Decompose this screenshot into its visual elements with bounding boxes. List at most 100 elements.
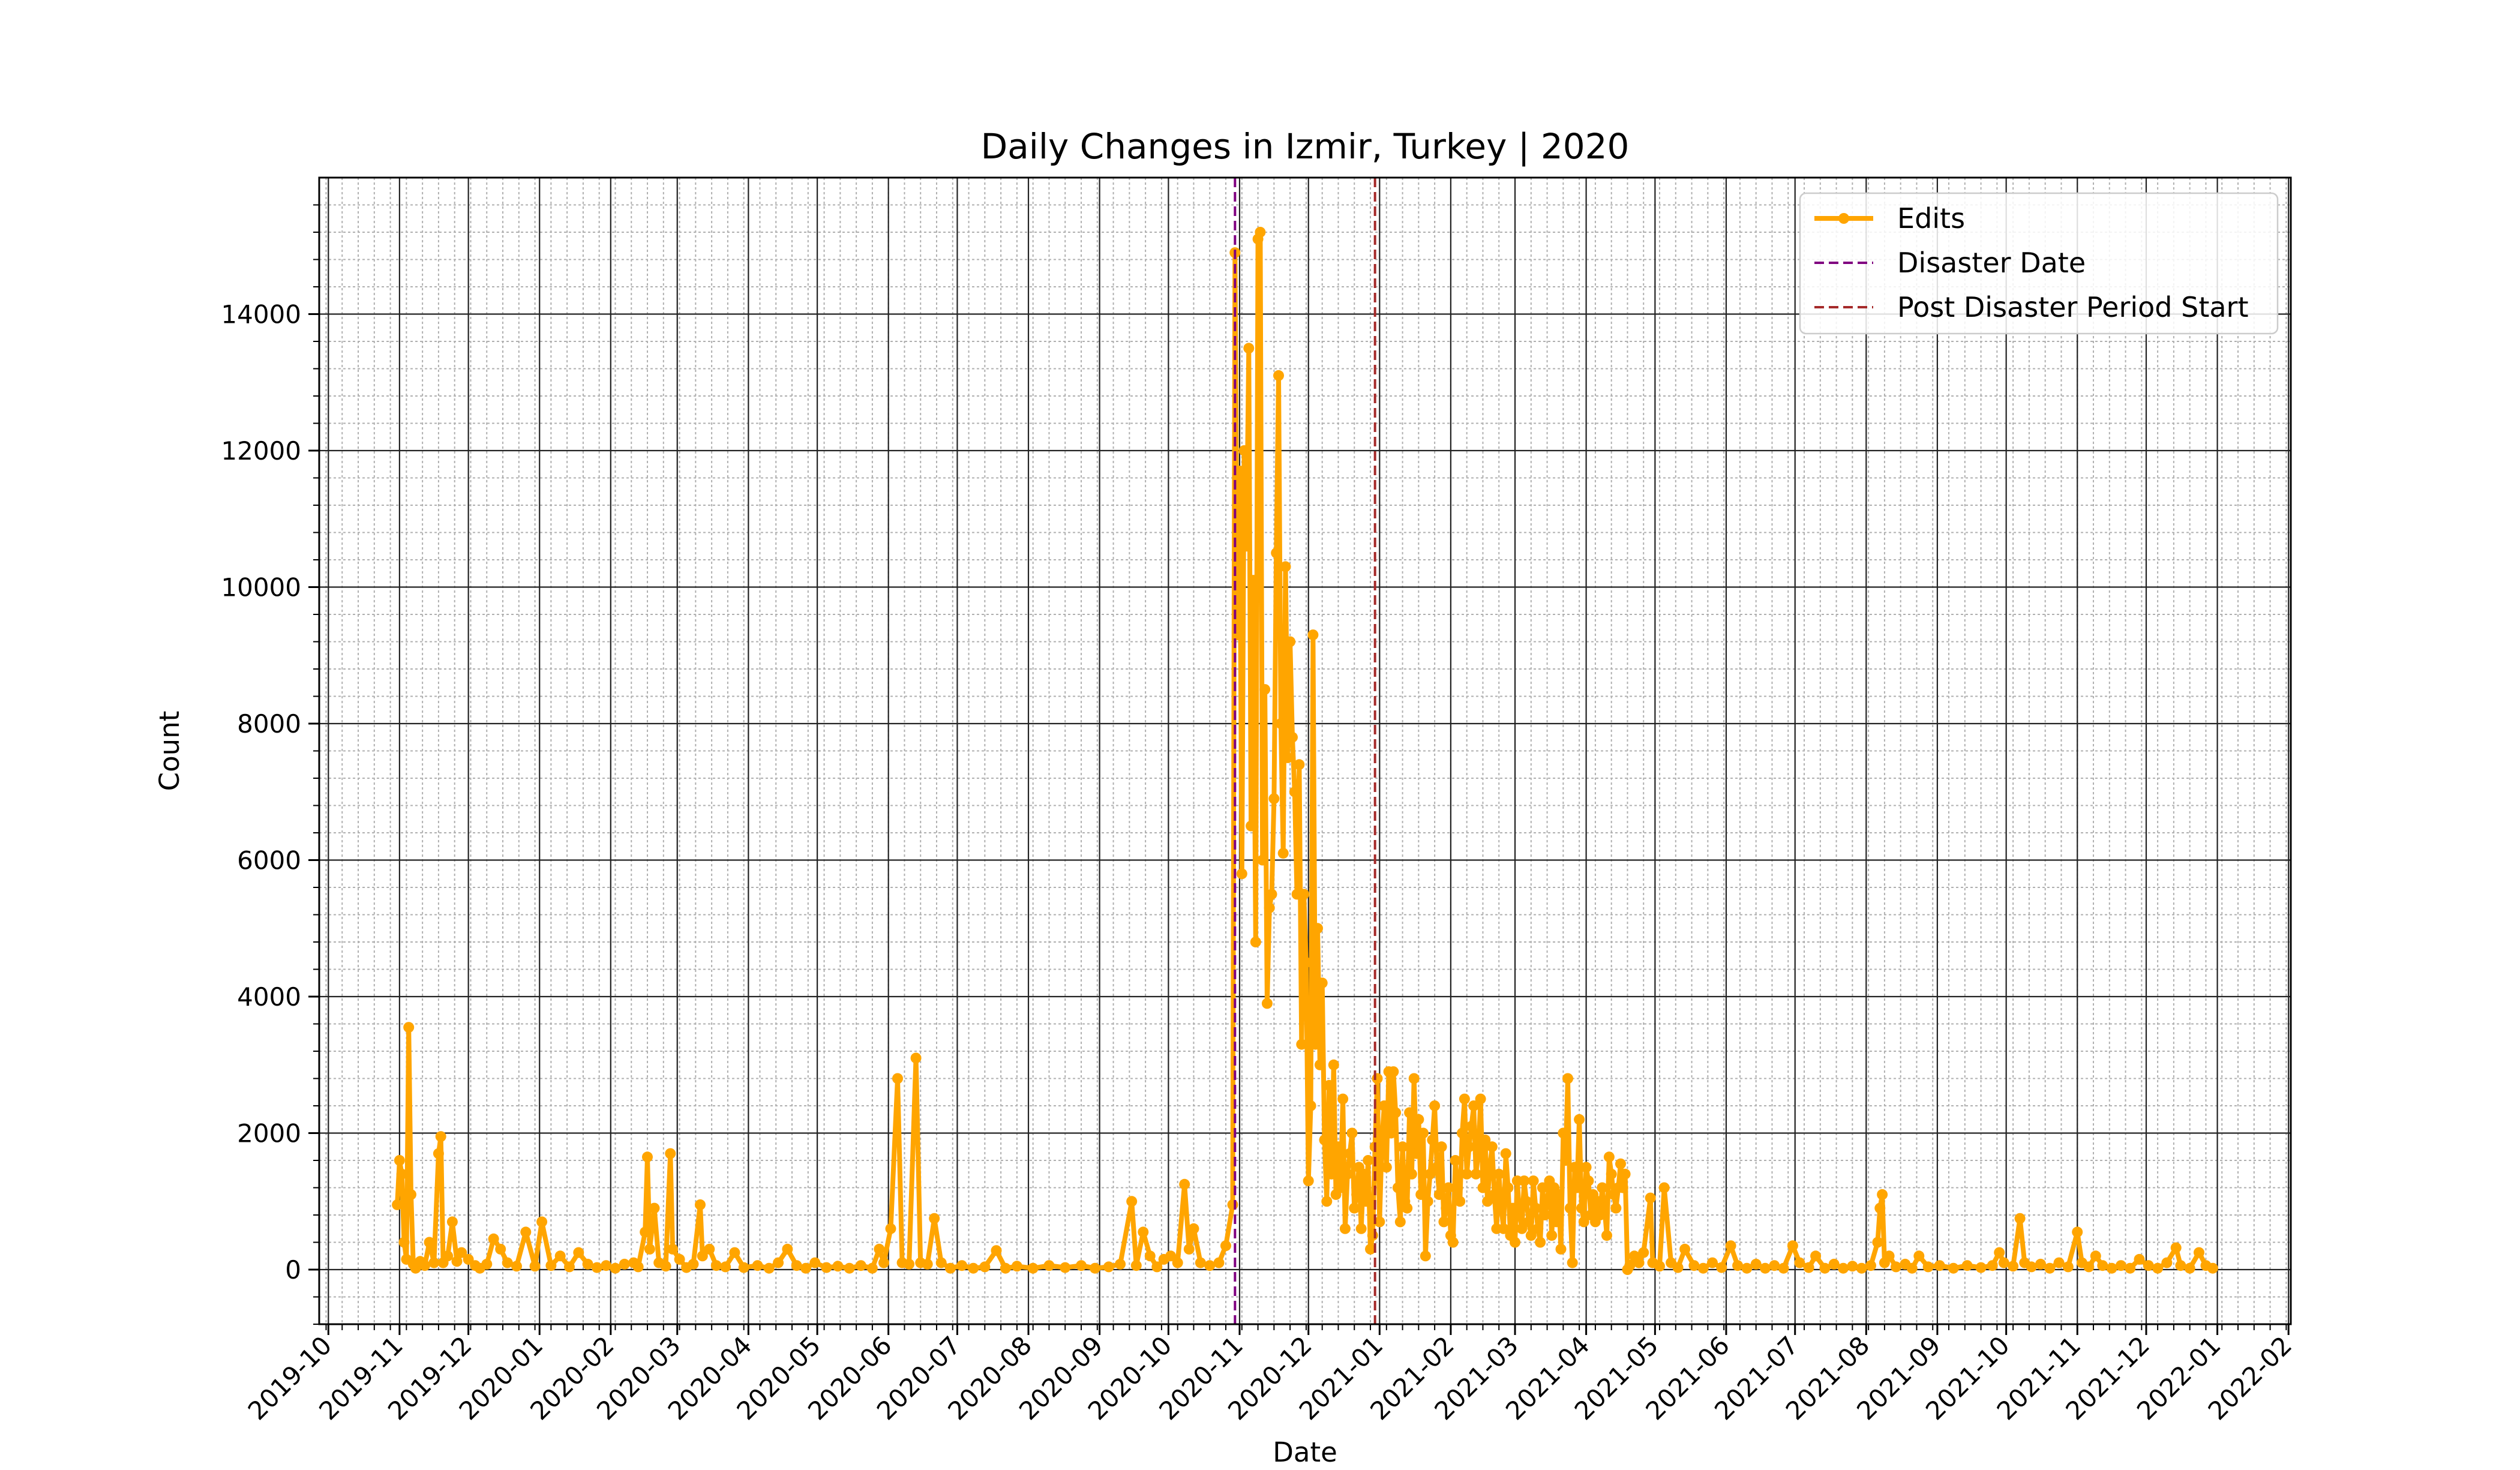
edits-data-point (1810, 1250, 1822, 1262)
y-tick-label: 0 (285, 1255, 301, 1285)
edits-data-point (1750, 1258, 1762, 1270)
edits-data-point (1246, 820, 1257, 832)
edits-data-point (1477, 1182, 1489, 1193)
edits-data-point (1872, 1237, 1883, 1248)
edits-data-point (1732, 1260, 1744, 1271)
edits-data-point (591, 1262, 602, 1273)
edits-data-point (1961, 1260, 1973, 1271)
edits-data-point (910, 1052, 922, 1064)
edits-data-point (991, 1245, 1002, 1256)
edits-data-point (1415, 1189, 1427, 1200)
edits-data-point (1307, 629, 1319, 641)
edits-data-point (1103, 1261, 1114, 1273)
edits-data-point (866, 1262, 878, 1274)
edits-data-point (610, 1262, 621, 1274)
edits-data-point (1521, 1196, 1532, 1207)
edits-data-point (1179, 1178, 1190, 1190)
edits-data-point (451, 1256, 463, 1267)
edits-data-point (1011, 1261, 1022, 1272)
edits-data-point (1234, 466, 1245, 477)
edits-data-point (1236, 868, 1247, 880)
y-tick-label: 2000 (237, 1119, 301, 1148)
edits-data-point (1303, 1175, 1314, 1187)
edits-data-point (1891, 1261, 1901, 1273)
edits-data-point (1523, 1216, 1534, 1228)
edits-data-point (1404, 1107, 1415, 1118)
edits-data-point (488, 1233, 499, 1244)
reference-lines (1234, 178, 1376, 1324)
edits-data-point (1130, 1260, 1142, 1271)
edits-data-point (2014, 1213, 2026, 1224)
edits-data-point (1188, 1223, 1199, 1234)
edits-data-point (1394, 1216, 1406, 1228)
edits-data-point (1569, 1162, 1580, 1173)
edits-data-point (904, 1258, 915, 1270)
edits-data-point (1498, 1223, 1509, 1234)
edits-data-point (1282, 752, 1294, 763)
edits-data-point (1787, 1240, 1798, 1252)
edits-data-point (1578, 1216, 1589, 1228)
edits-data-point (1266, 889, 1277, 900)
edits-data-point (1550, 1216, 1562, 1228)
edits-data-point (1463, 1141, 1475, 1153)
edits-data-point (1489, 1189, 1500, 1200)
edits-data-point (1326, 1168, 1337, 1180)
y-tick-label: 8000 (237, 709, 301, 739)
edits-data-point (1165, 1250, 1177, 1262)
edits-data-point (935, 1257, 947, 1268)
edits-data-point (1624, 1260, 1636, 1271)
edits-data-point (649, 1202, 660, 1214)
edits-data-point (1312, 923, 1323, 934)
edits-data-point (1457, 1127, 1468, 1139)
edits-data-point (1349, 1202, 1360, 1214)
edits-data-point (1151, 1261, 1163, 1273)
edits-data-point (1576, 1202, 1587, 1214)
edits-data-point (688, 1258, 699, 1270)
edits-data-point (1519, 1175, 1530, 1187)
edits-data-point (1213, 1257, 1225, 1268)
y-tick-label: 12000 (221, 436, 301, 466)
edits-data-point (1144, 1250, 1156, 1262)
edits-data-point (1934, 1260, 1945, 1271)
legend-item-post-disaster-label: Post Disaster Period Start (1897, 291, 2249, 323)
edits-data-point (1427, 1134, 1438, 1145)
edits-data-point (1392, 1182, 1403, 1193)
edits-data-point (1300, 957, 1312, 968)
edits-data-point (720, 1261, 731, 1273)
edits-data-point (1115, 1258, 1126, 1270)
edits-data-point (1828, 1258, 1840, 1270)
edits-data-point (403, 1022, 415, 1033)
edits-data-point (2207, 1262, 2218, 1274)
edits-data-point (1913, 1250, 1925, 1262)
legend: Edits Disaster Date Post Disaster Period S… (1799, 192, 2279, 335)
edits-data-point (1486, 1141, 1498, 1153)
edits-data-point (1076, 1260, 1087, 1271)
edits-data-point (2044, 1262, 2056, 1274)
edits-data-point (1285, 636, 1296, 647)
edits-data-point (1468, 1100, 1480, 1111)
edits-data-point (1204, 1260, 1216, 1271)
edits-data-point (1906, 1262, 1918, 1274)
edits-data-point (821, 1262, 832, 1273)
edits-data-point (1259, 684, 1271, 695)
edits-data-point (1658, 1182, 1670, 1193)
edits-data-point (1514, 1210, 1525, 1220)
edits-data-point (520, 1226, 532, 1238)
edits-data-point (2125, 1262, 2136, 1274)
y-tick-label: 10000 (221, 573, 301, 602)
edits-data-point (396, 1168, 407, 1180)
edits-data-point (1688, 1260, 1700, 1271)
edits-data-point (1922, 1261, 1934, 1273)
edits-data-point (2184, 1262, 2195, 1274)
edits-data-point (1461, 1168, 1472, 1180)
edits-data-point (1273, 370, 1284, 381)
edits-data-point (1994, 1247, 2005, 1258)
edits-data-point (1558, 1127, 1569, 1139)
edits-data-point (1532, 1223, 1544, 1234)
edits-data-point (1599, 1202, 1610, 1214)
edits-data-point (1571, 1182, 1583, 1193)
edits-data-point (1402, 1202, 1413, 1214)
edits-data-point (1516, 1223, 1528, 1234)
edits-data-point (1541, 1196, 1553, 1207)
